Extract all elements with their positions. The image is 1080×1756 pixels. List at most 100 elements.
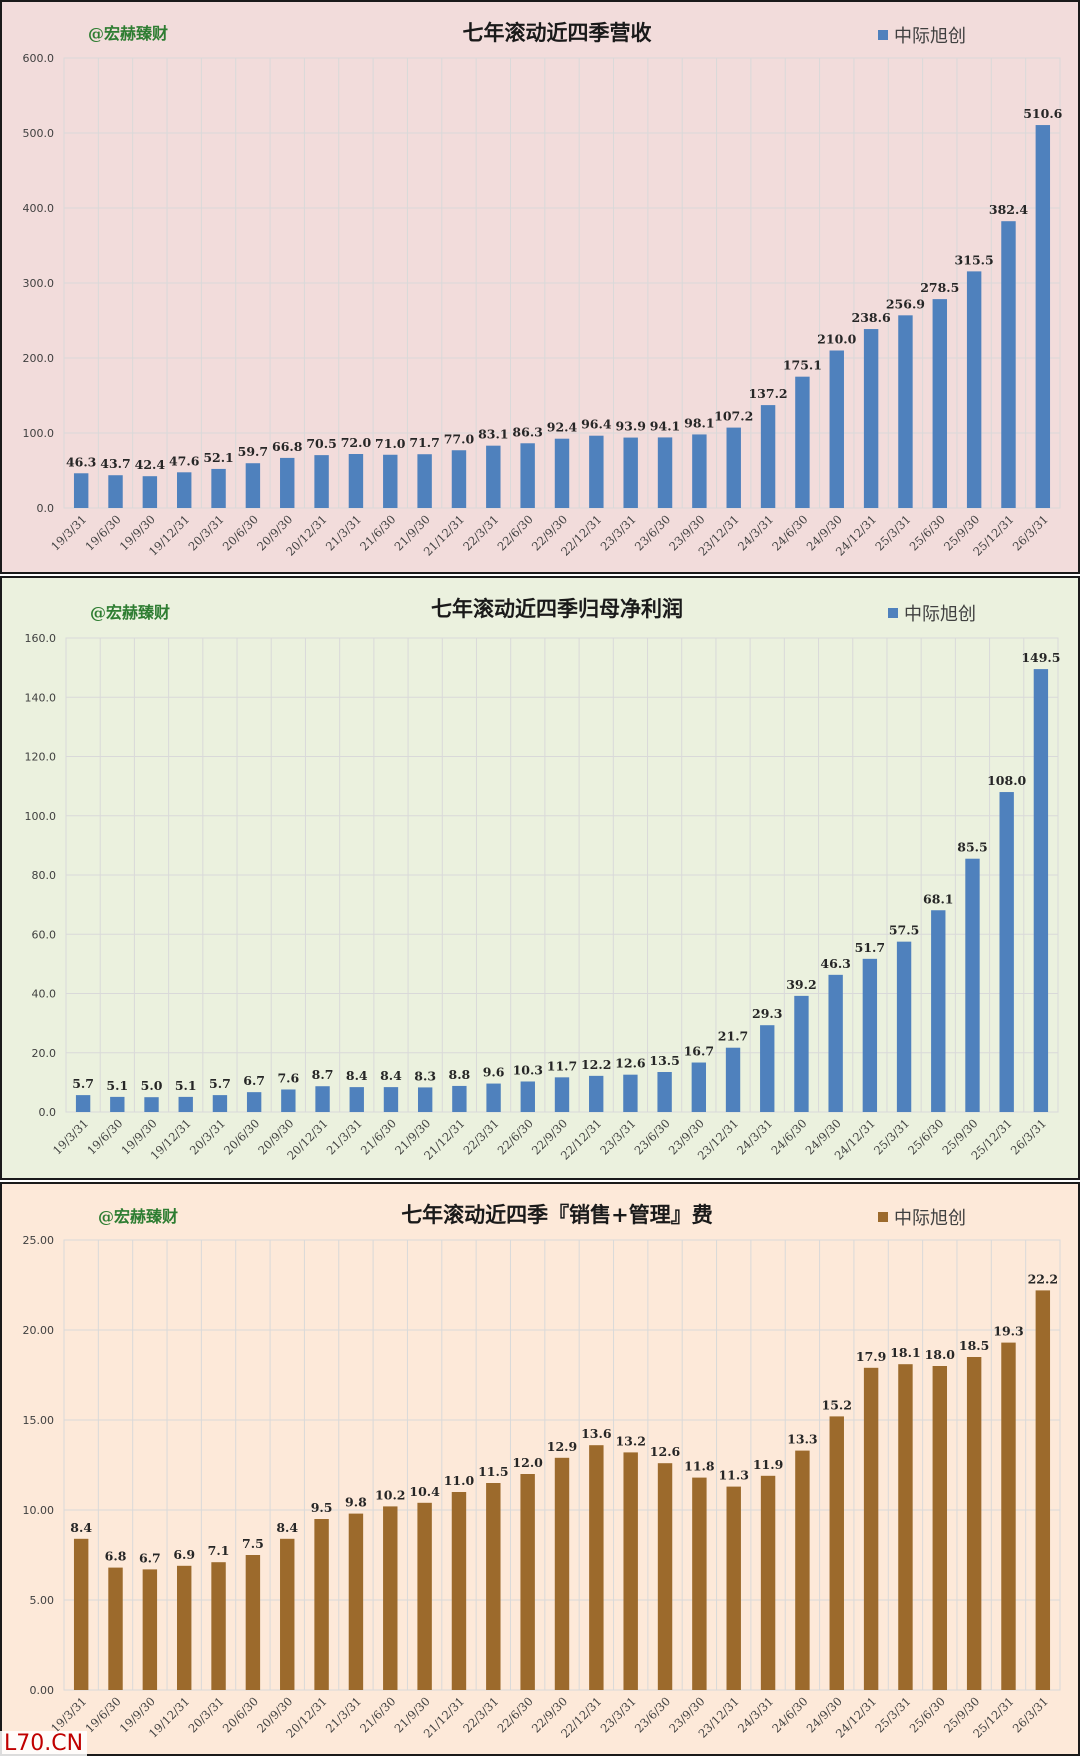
x-tick-label: 23/3/31 xyxy=(597,1116,638,1157)
x-tick-label: 19/3/31 xyxy=(48,1694,89,1735)
chart-title: 七年滚动近四季归母净利润 xyxy=(431,596,683,621)
data-label: 66.8 xyxy=(272,439,303,454)
revenue-chart-panel: 0.0 100.0 200.0 300.0 400.0 500.0 600.0 46.3 19/… xyxy=(0,0,1080,574)
bar xyxy=(554,438,570,508)
data-label: 107.2 xyxy=(714,409,753,424)
bar xyxy=(896,941,912,1112)
data-label: 18.1 xyxy=(890,1345,920,1360)
data-label: 149.5 xyxy=(1021,650,1060,665)
bar xyxy=(452,1085,467,1112)
x-tick-label: 19/3/31 xyxy=(48,512,89,553)
data-label: 6.9 xyxy=(173,1547,195,1562)
bar xyxy=(1033,669,1049,1112)
data-label: 22.2 xyxy=(1028,1271,1058,1286)
bar xyxy=(760,1475,776,1690)
bar xyxy=(349,1087,364,1112)
data-label: 29.3 xyxy=(752,1006,782,1021)
data-label: 11.0 xyxy=(444,1473,475,1488)
y-tick-label: 20.00 xyxy=(23,1324,55,1337)
bar xyxy=(999,792,1014,1112)
data-label: 47.6 xyxy=(169,453,200,468)
x-tick-label: 20/6/30 xyxy=(220,512,261,553)
data-label: 7.6 xyxy=(277,1070,299,1085)
bar xyxy=(795,1450,810,1690)
x-tick-label: 24/3/31 xyxy=(735,512,776,553)
bar xyxy=(314,455,329,508)
x-tick-label: 25/3/31 xyxy=(872,1694,913,1735)
x-tick-label: 21/6/30 xyxy=(357,512,398,553)
bar xyxy=(760,1025,775,1112)
bar xyxy=(211,1562,226,1690)
data-label: 256.9 xyxy=(886,296,925,311)
bar xyxy=(932,1366,948,1690)
x-tick-label: 22/6/30 xyxy=(495,512,536,553)
y-tick-label: 400.0 xyxy=(23,202,55,215)
data-label: 46.3 xyxy=(820,956,850,971)
bar xyxy=(829,350,844,508)
bar xyxy=(1035,125,1051,509)
y-tick-label: 140.0 xyxy=(25,691,57,704)
bar xyxy=(348,454,364,508)
bar xyxy=(726,427,741,508)
data-label: 8.4 xyxy=(70,1520,92,1535)
data-label: 10.4 xyxy=(409,1484,440,1499)
data-label: 7.1 xyxy=(208,1543,230,1558)
bar xyxy=(417,1502,432,1690)
data-label: 15.2 xyxy=(822,1397,852,1412)
bar xyxy=(486,1483,501,1690)
bar xyxy=(589,1075,604,1112)
y-tick-label: 10.00 xyxy=(23,1504,55,1517)
data-label: 6.7 xyxy=(139,1550,161,1565)
y-tick-label: 20.0 xyxy=(32,1047,57,1060)
bar xyxy=(795,376,810,508)
bar xyxy=(589,435,604,508)
data-label: 8.7 xyxy=(312,1067,334,1082)
data-label: 5.7 xyxy=(72,1076,94,1091)
bar xyxy=(417,454,432,508)
data-label: 43.7 xyxy=(100,456,130,471)
legend-swatch xyxy=(878,30,888,40)
bar xyxy=(281,1089,296,1112)
bar xyxy=(760,405,776,508)
legend-label: 中际旭创 xyxy=(894,26,966,47)
data-label: 83.1 xyxy=(478,427,508,442)
bar xyxy=(211,468,226,508)
y-tick-label: 0.0 xyxy=(37,502,55,515)
data-label: 93.9 xyxy=(615,419,645,434)
x-tick-label: 24/6/30 xyxy=(768,1116,809,1157)
bar xyxy=(73,473,89,508)
bar xyxy=(554,1077,570,1112)
bar xyxy=(451,450,467,508)
bar xyxy=(383,1087,399,1112)
data-label: 18.0 xyxy=(925,1347,956,1362)
bar xyxy=(178,1096,193,1112)
bar xyxy=(486,1083,501,1112)
data-label: 8.8 xyxy=(449,1067,471,1082)
data-label: 72.0 xyxy=(341,435,372,450)
bar xyxy=(623,1074,638,1112)
data-label: 5.7 xyxy=(209,1076,231,1091)
data-label: 315.5 xyxy=(955,252,994,267)
x-tick-label: 25/3/31 xyxy=(872,512,913,553)
x-tick-label: 21/6/30 xyxy=(358,1116,399,1157)
x-tick-label: 20/6/30 xyxy=(220,1694,261,1735)
data-label: 175.1 xyxy=(783,358,822,373)
x-tick-label: 24/6/30 xyxy=(769,512,810,553)
x-tick-label: 23/3/31 xyxy=(598,1694,639,1735)
bar xyxy=(142,476,158,508)
grid xyxy=(65,637,1059,1113)
data-label: 13.6 xyxy=(581,1426,612,1441)
data-label: 12.2 xyxy=(581,1057,611,1072)
x-tick-label: 19/6/30 xyxy=(84,1116,125,1157)
bar xyxy=(314,1519,329,1690)
data-label: 12.6 xyxy=(650,1444,681,1459)
x-tick-label: 21/3/31 xyxy=(323,1694,364,1735)
data-label: 52.1 xyxy=(203,450,233,465)
data-label: 46.3 xyxy=(66,454,96,469)
bar xyxy=(932,299,948,508)
x-tick-label: 20/3/31 xyxy=(185,1694,226,1735)
bar xyxy=(1001,221,1016,508)
y-tick-label: 160.0 xyxy=(25,632,57,645)
data-label: 42.4 xyxy=(135,457,166,472)
bar xyxy=(863,329,879,508)
